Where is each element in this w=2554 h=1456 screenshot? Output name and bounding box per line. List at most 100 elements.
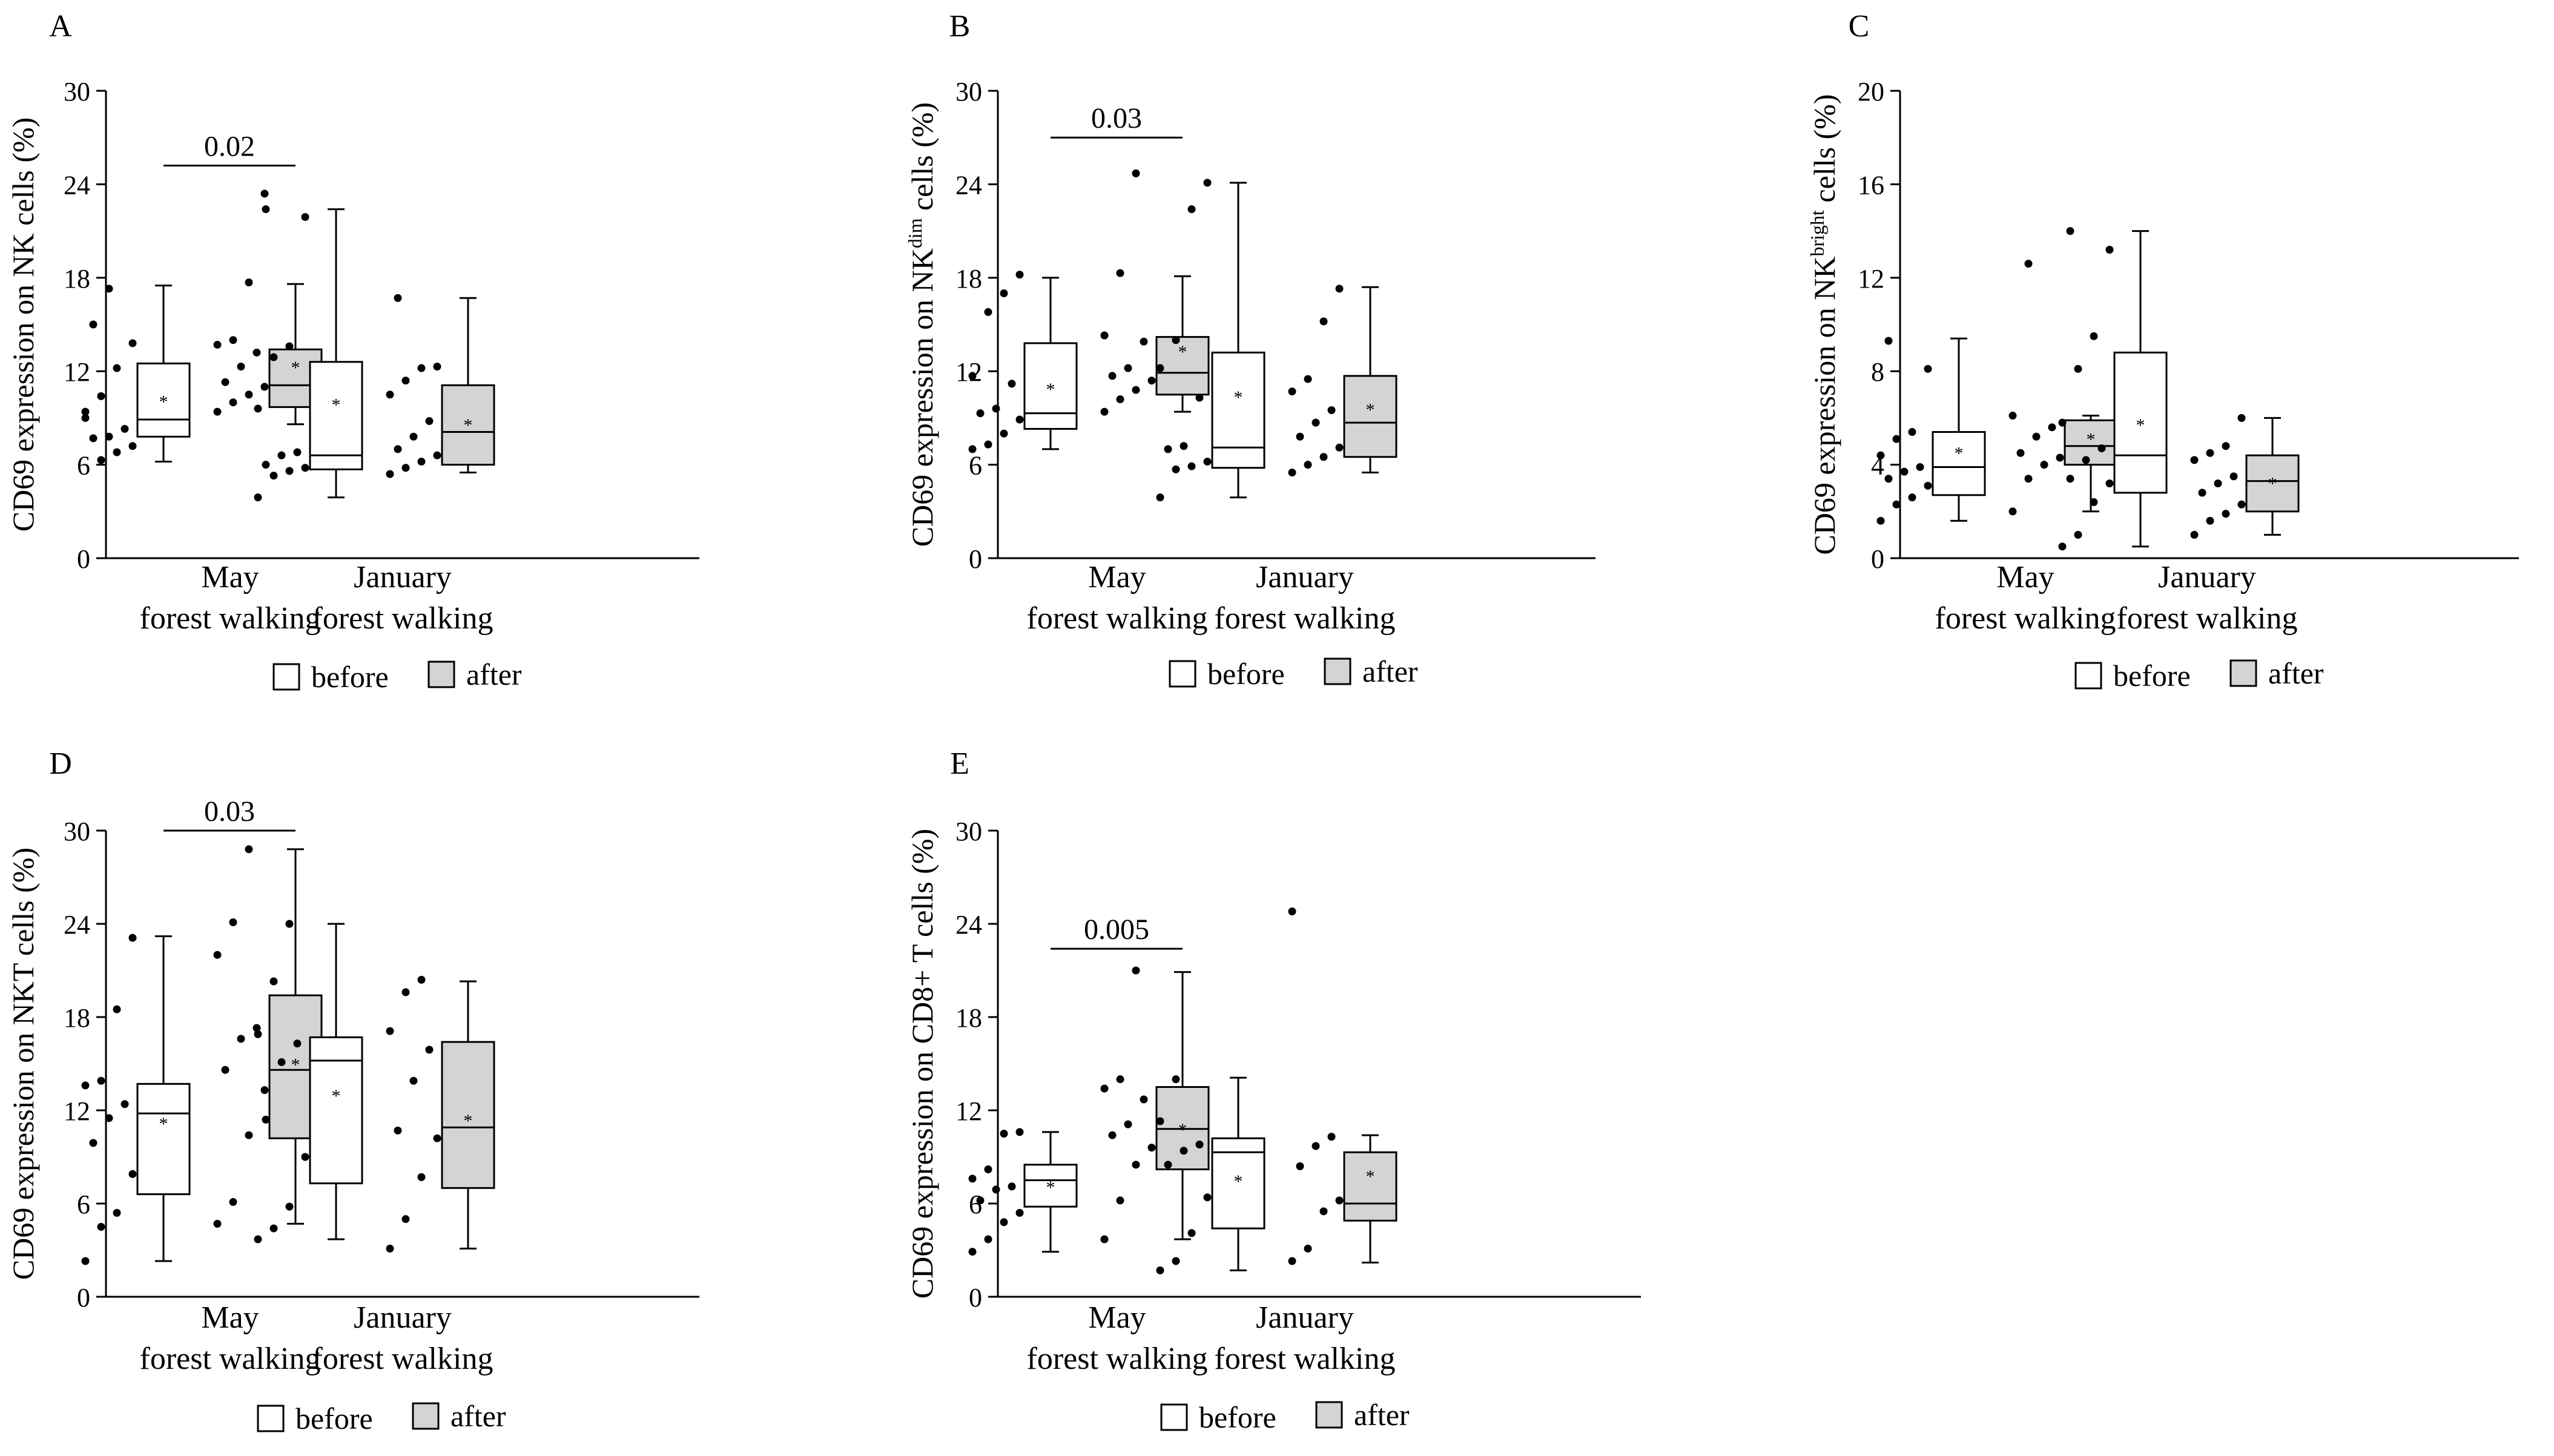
panel-e: E 0 6 12 18 24 30 CD69 expression on CD8+ T cel…	[905, 746, 1641, 1434]
box	[1155, 336, 1210, 396]
group-label: forest walking	[140, 1342, 321, 1376]
legend: before after	[257, 1399, 506, 1435]
mean-marker: *	[1046, 380, 1055, 400]
legend-swatch-before	[257, 1405, 285, 1432]
y-tick-label: 30	[64, 817, 90, 846]
series-after-group-0: *	[213, 845, 323, 1228]
data-point	[2066, 475, 2074, 483]
data-point	[2229, 472, 2238, 481]
data-point	[409, 1076, 418, 1085]
series-before-group-0: *	[968, 271, 1078, 453]
panel-letter: E	[950, 746, 969, 781]
mean-marker: *	[464, 415, 473, 435]
data-point	[2008, 507, 2017, 516]
data-point	[245, 390, 253, 399]
data-point	[1108, 372, 1117, 380]
data-point	[2074, 364, 2082, 373]
data-point	[1892, 500, 1901, 509]
data-point	[1172, 1075, 1180, 1084]
data-point	[1147, 377, 1156, 385]
data-point	[433, 362, 441, 371]
y-tick-label: 6	[969, 451, 982, 481]
data-point	[113, 1005, 121, 1013]
data-point	[1156, 493, 1164, 502]
series-after-group-1: *	[2190, 413, 2300, 539]
data-point	[113, 364, 121, 372]
legend-swatch-before	[1160, 1403, 1188, 1431]
data-point	[1100, 407, 1109, 416]
data-point	[254, 1235, 262, 1244]
data-point	[229, 918, 237, 926]
data-point	[2214, 479, 2222, 487]
series-after-group-1: *	[1288, 285, 1397, 476]
group-label: January	[1256, 560, 1354, 595]
data-point	[285, 920, 294, 928]
data-point	[89, 434, 97, 443]
data-point	[81, 1081, 90, 1090]
box	[1343, 375, 1397, 458]
data-point	[229, 398, 237, 407]
data-point	[1319, 1207, 1328, 1216]
data-point	[984, 440, 992, 449]
data-point	[105, 1114, 113, 1122]
data-point	[89, 1139, 97, 1147]
data-point	[1000, 1218, 1008, 1227]
group-label: forest walking	[312, 601, 493, 636]
data-point	[1327, 406, 1336, 415]
group-label: May	[1996, 560, 2054, 595]
data-point	[1124, 364, 1132, 372]
data-point	[992, 1185, 1000, 1194]
data-point	[2048, 423, 2056, 432]
data-point	[301, 1153, 309, 1161]
data-point	[213, 407, 222, 416]
data-point	[1000, 1130, 1008, 1138]
data-point	[1156, 364, 1164, 372]
y-tick-label: 24	[955, 910, 982, 940]
data-point	[105, 285, 113, 293]
y-tick-label: 16	[1858, 170, 1884, 200]
y-axis-label-part: CD69 expression on NK	[1807, 256, 1841, 555]
data-point	[301, 464, 309, 472]
series-after-group-0: *	[1100, 966, 1210, 1244]
y-tick-label: 6	[77, 451, 90, 481]
data-point	[1116, 269, 1124, 277]
data-point	[2237, 413, 2246, 422]
data-point	[260, 189, 269, 198]
y-axis-label: CD69 expression on CD8+ T cells (%)	[905, 829, 939, 1299]
data-point	[1000, 289, 1008, 298]
box	[2113, 351, 2168, 494]
data-point	[2198, 489, 2206, 497]
legend-swatch-before	[2074, 662, 2102, 690]
mean-marker: *	[1366, 400, 1375, 420]
series-after-group-0: *	[213, 189, 323, 426]
data-point	[2008, 412, 2017, 420]
data-point	[1172, 336, 1180, 344]
legend-swatch-before	[1169, 660, 1196, 688]
data-point	[1203, 1193, 1212, 1202]
data-point	[409, 432, 418, 441]
data-point	[1000, 429, 1008, 438]
data-point	[976, 1196, 985, 1205]
panel-b: B 0 6 12 18 24 30 CD69 expression on NKdim cell…	[904, 9, 1595, 691]
mean-marker: *	[2136, 415, 2145, 435]
data-point	[1892, 435, 1901, 443]
data-point	[1132, 386, 1140, 394]
data-point	[394, 294, 402, 302]
data-point	[1116, 1075, 1124, 1084]
legend-label-after: after	[1362, 654, 1418, 688]
y-axis-label-superscript: dim	[904, 218, 926, 248]
data-point	[221, 1066, 229, 1074]
y-axis-label-part: CD69 expression on NKT cells (%)	[6, 848, 40, 1280]
legend: before after	[1160, 1398, 1410, 1434]
data-point	[120, 1100, 129, 1108]
group-label: January	[2158, 560, 2256, 595]
mean-marker: *	[159, 392, 168, 412]
data-point	[968, 1248, 977, 1256]
data-point	[1015, 1128, 1024, 1136]
panel-letter: D	[49, 746, 72, 781]
mean-marker: *	[1955, 443, 1964, 463]
data-point	[2222, 510, 2230, 518]
y-tick-label: 12	[955, 357, 982, 387]
data-point	[89, 320, 97, 329]
data-point	[1172, 1257, 1180, 1265]
